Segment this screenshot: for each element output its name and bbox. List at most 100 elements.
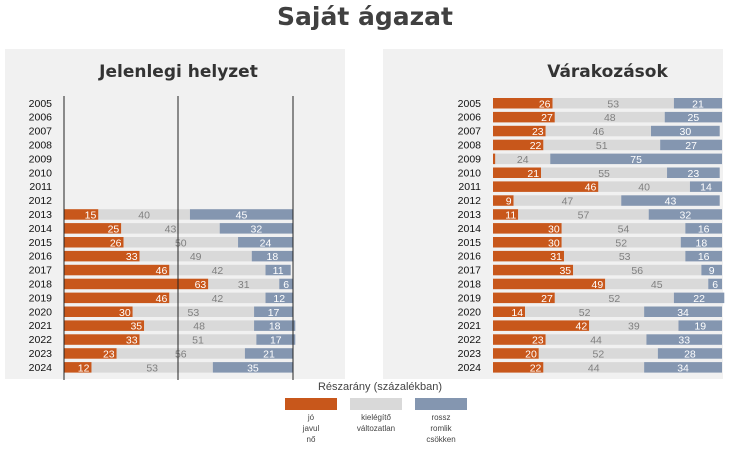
expect-value-bad: 6 bbox=[712, 279, 718, 291]
expect-bar-neutral bbox=[495, 153, 551, 165]
expect-bar-good bbox=[493, 292, 555, 304]
expect-value-good: 35 bbox=[559, 265, 571, 277]
expect-bar-neutral bbox=[513, 195, 622, 206]
current-year-label: 2023 bbox=[29, 348, 53, 360]
current-value-neutral: 42 bbox=[212, 293, 224, 305]
current-bar-neutral bbox=[91, 362, 213, 373]
current-bar-bad bbox=[189, 209, 293, 220]
current-year-label: 2021 bbox=[29, 320, 53, 332]
current-year-label: 2012 bbox=[29, 195, 53, 207]
expect-value-good: 23 bbox=[532, 335, 544, 347]
current-value-bad: 6 bbox=[283, 279, 289, 291]
current-bar-bad bbox=[254, 320, 296, 331]
expect-value-bad: 21 bbox=[692, 98, 704, 110]
expect-bar-neutral bbox=[561, 223, 686, 234]
expect-bar-bad bbox=[678, 320, 722, 331]
expect-bar-neutral bbox=[605, 278, 709, 290]
current-value-neutral: 51 bbox=[192, 335, 204, 347]
expect-bar-bad bbox=[664, 111, 722, 123]
legend-label-bad-line: csökken bbox=[426, 435, 456, 444]
expect-value-neutral: 52 bbox=[609, 293, 621, 305]
expect-bar-bad bbox=[644, 362, 722, 373]
expect-value-good: 9 bbox=[506, 196, 512, 208]
legend-label-good-line: javul bbox=[302, 424, 320, 433]
legend-label-good-line: jó bbox=[307, 413, 315, 422]
expect-bar-neutral bbox=[573, 264, 702, 276]
expect-value-bad: 16 bbox=[698, 251, 710, 263]
expect-bar-neutral bbox=[518, 209, 649, 220]
current-value-neutral: 53 bbox=[188, 307, 200, 319]
current-value-good: 63 bbox=[195, 279, 207, 291]
expect-bar-neutral bbox=[561, 237, 681, 248]
current-bar-neutral bbox=[132, 306, 255, 317]
current-value-neutral: 53 bbox=[146, 362, 158, 374]
current-year-label: 2024 bbox=[29, 362, 53, 374]
expect-bar-bad bbox=[621, 195, 720, 206]
expect-value-neutral: 57 bbox=[578, 209, 590, 221]
expect-year-label: 2021 bbox=[458, 320, 482, 332]
expect-bar-good bbox=[493, 98, 553, 109]
legend-label-good-line: nő bbox=[306, 435, 316, 444]
legend-label-bad-line: rossz bbox=[431, 413, 451, 422]
expect-year-label: 2017 bbox=[458, 265, 482, 277]
current-value-bad: 17 bbox=[268, 307, 280, 319]
current-year-label: 2020 bbox=[29, 306, 53, 318]
expect-value-bad: 75 bbox=[630, 154, 642, 166]
current-value-neutral: 43 bbox=[165, 223, 177, 235]
expect-bar-good bbox=[493, 278, 606, 290]
expect-bar-bad bbox=[708, 278, 722, 290]
current-value-bad: 17 bbox=[270, 335, 282, 347]
expect-bar-good bbox=[493, 264, 574, 276]
current-bar-neutral bbox=[144, 320, 255, 331]
current-year-label: 2007 bbox=[29, 126, 53, 138]
expect-bar-neutral bbox=[563, 250, 686, 262]
expect-bar-good bbox=[493, 306, 526, 317]
expect-value-neutral: 52 bbox=[592, 348, 604, 360]
current-value-neutral: 48 bbox=[193, 321, 205, 333]
current-bar-good bbox=[64, 348, 117, 359]
legend-swatch-good bbox=[285, 398, 337, 410]
legend-label-bad-line: romlik bbox=[430, 424, 452, 433]
current-value-bad: 11 bbox=[273, 265, 284, 277]
expect-bar-neutral bbox=[554, 111, 665, 123]
expect-value-good: 21 bbox=[527, 168, 539, 180]
current-bar-bad bbox=[279, 278, 293, 290]
current-bar-neutral bbox=[139, 250, 252, 262]
expect-bar-neutral bbox=[543, 139, 661, 151]
expect-year-label: 2023 bbox=[458, 348, 482, 360]
expect-value-bad: 27 bbox=[685, 140, 697, 152]
current-value-good: 33 bbox=[126, 251, 138, 263]
current-year-label: 2015 bbox=[29, 237, 53, 249]
expect-bar-good bbox=[493, 195, 514, 206]
current-value-good: 26 bbox=[110, 237, 122, 249]
current-value-neutral: 42 bbox=[212, 265, 224, 277]
expect-value-good: 30 bbox=[548, 237, 560, 249]
expect-value-good: 31 bbox=[550, 251, 562, 263]
current-bar-good bbox=[64, 250, 140, 262]
expect-value-bad: 25 bbox=[688, 112, 700, 124]
expect-value-bad: 22 bbox=[693, 293, 705, 305]
expect-bar-good bbox=[493, 181, 599, 192]
legend-label-neutral: kielégítő változatlan bbox=[341, 412, 411, 434]
expect-bar-bad bbox=[644, 306, 722, 317]
expect-value-neutral: 39 bbox=[628, 321, 640, 333]
current-bar-good bbox=[64, 292, 170, 304]
expect-value-neutral: 40 bbox=[638, 182, 650, 194]
expect-value-good: 30 bbox=[548, 223, 560, 235]
current-bar-good bbox=[64, 278, 209, 290]
expect-bar-bad bbox=[651, 125, 720, 137]
expect-year-label: 2019 bbox=[458, 292, 482, 304]
current-year-label: 2013 bbox=[29, 209, 53, 221]
expect-value-neutral: 44 bbox=[588, 362, 600, 374]
expect-bar-bad bbox=[667, 167, 720, 178]
expect-bar-good bbox=[493, 250, 564, 262]
expect-bar-neutral bbox=[545, 125, 652, 137]
legend-swatch-neutral bbox=[350, 398, 402, 410]
current-value-good: 46 bbox=[156, 265, 168, 277]
expect-value-good: 23 bbox=[532, 126, 544, 138]
expect-bar-bad bbox=[701, 264, 722, 276]
expect-bar-neutral bbox=[545, 334, 647, 345]
page-title: Saját ágazat bbox=[277, 2, 453, 31]
